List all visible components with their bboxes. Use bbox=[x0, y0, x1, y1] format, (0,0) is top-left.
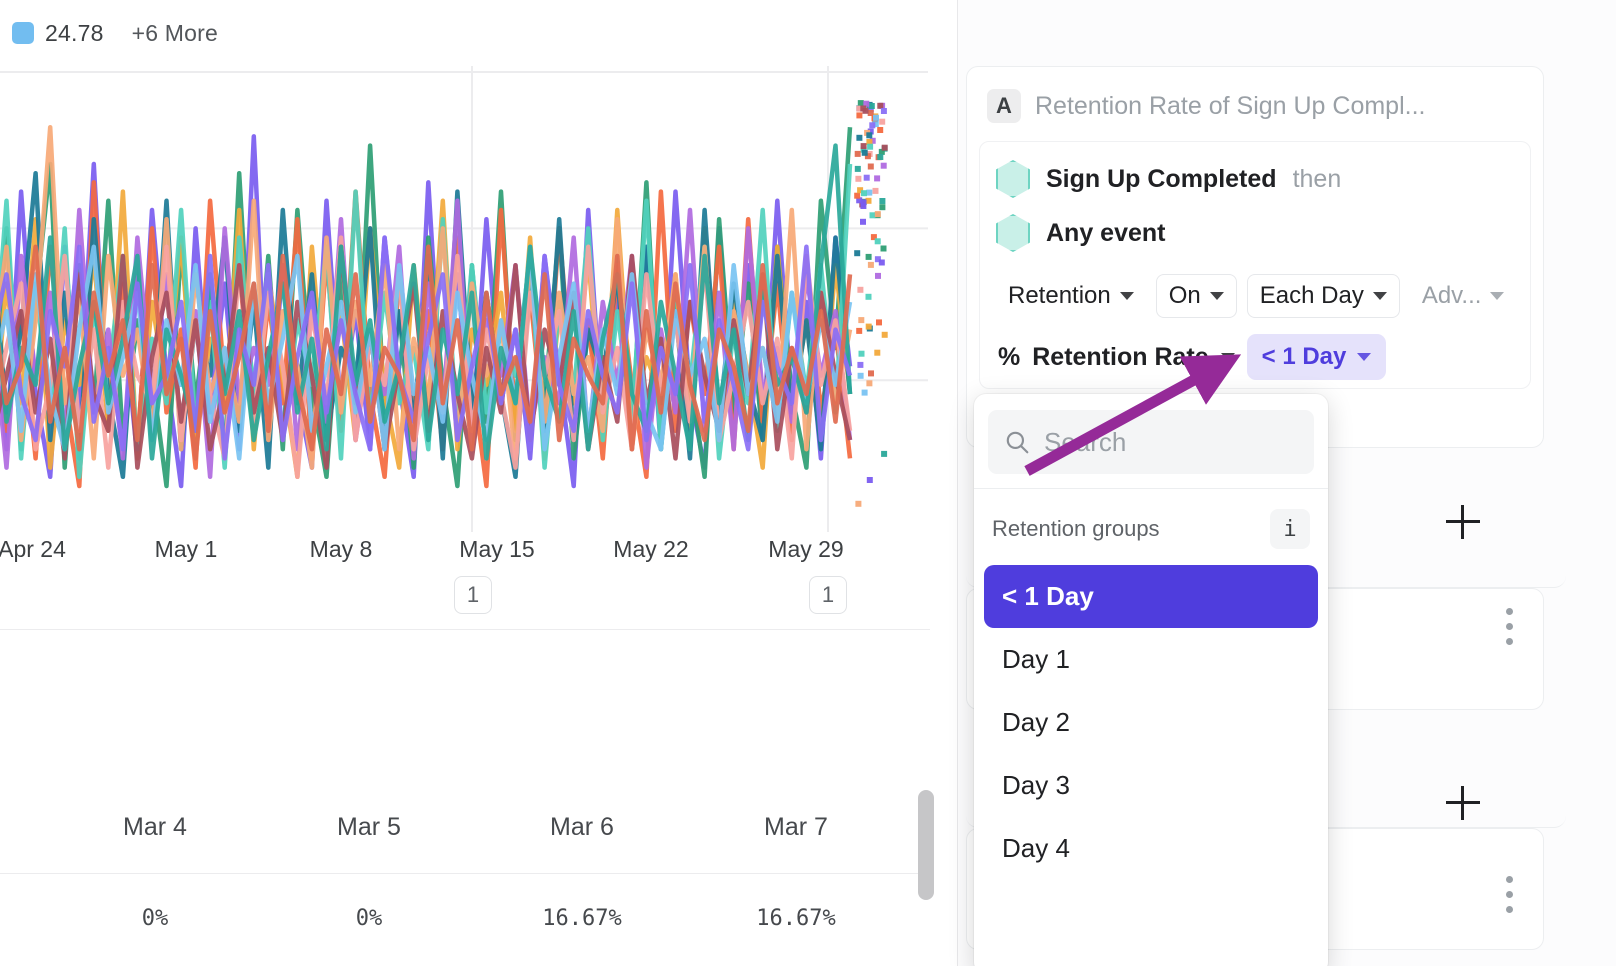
axis-annotation-badge[interactable]: 1 bbox=[454, 576, 492, 614]
table-cell: 0% bbox=[355, 906, 383, 931]
legend-item[interactable]: 24.78 bbox=[12, 20, 104, 47]
search-input[interactable] bbox=[1044, 426, 1298, 458]
table-header-divider bbox=[0, 873, 930, 874]
query-title-row[interactable]: A Retention Rate of Sign Up Compl... bbox=[967, 67, 1543, 141]
x-axis-tick: May 1 bbox=[154, 536, 218, 562]
legend-color-swatch bbox=[12, 22, 34, 44]
table-cell: 0% bbox=[141, 906, 169, 931]
metric-name-label: Retention Rate bbox=[1032, 342, 1209, 371]
dropdown-item-list: < 1 Day Day 1 Day 2 Day 3 Day 4 bbox=[974, 565, 1328, 880]
query-step-suffix: then bbox=[1292, 164, 1342, 193]
chart-svg bbox=[0, 66, 928, 532]
metric-selector[interactable]: Retention Rate bbox=[1032, 342, 1235, 372]
chevron-down-icon bbox=[1220, 353, 1235, 361]
retention-table: Mar 4 Mar 5 Mar 6 Mar 7 0% 0% 16.67% 16.67% bbox=[0, 780, 930, 966]
table-column-header: Mar 6 bbox=[550, 813, 614, 841]
query-step-label: Any event bbox=[1046, 218, 1166, 247]
chevron-down-icon bbox=[1209, 292, 1224, 300]
query-controls-row: Retention On Each Day Adv... bbox=[980, 260, 1530, 318]
dropdown-group-header: Retention groups i bbox=[974, 489, 1328, 565]
table-cell: 16.67% bbox=[756, 906, 836, 931]
retention-group-selector[interactable]: < 1 Day bbox=[1246, 334, 1387, 380]
x-axis-tick: May 15 bbox=[459, 536, 535, 562]
x-axis-tick: May 22 bbox=[613, 536, 689, 562]
hexagon-icon bbox=[996, 214, 1030, 252]
dropdown-item[interactable]: < 1 Day bbox=[984, 565, 1318, 628]
query-step-row[interactable]: Any event bbox=[980, 206, 1530, 260]
dropdown-item[interactable]: Day 2 bbox=[1002, 707, 1070, 737]
query-step-row[interactable]: Sign Up Completed then bbox=[980, 152, 1530, 206]
dropdown-item[interactable]: Day 1 bbox=[1002, 644, 1070, 674]
hexagon-icon bbox=[996, 160, 1030, 198]
control-on[interactable]: On bbox=[1155, 274, 1237, 318]
table-header-row: Mar 4 Mar 5 Mar 6 Mar 7 bbox=[0, 780, 930, 873]
scrollbar-thumb[interactable] bbox=[918, 790, 934, 900]
legend-value: 24.78 bbox=[45, 19, 104, 46]
card-menu-top[interactable] bbox=[1506, 608, 1513, 653]
search-icon bbox=[1006, 431, 1029, 454]
query-builder-pane: A Retention Rate of Sign Up Compl... Sig… bbox=[958, 0, 1616, 966]
table-cell: 16.67% bbox=[542, 906, 622, 931]
card-menu-bottom[interactable] bbox=[1506, 876, 1513, 921]
retention-group-dropdown: Retention groups i < 1 Day Day 1 Day 2 Day … bbox=[974, 394, 1328, 966]
query-title[interactable]: Retention Rate of Sign Up Compl... bbox=[1035, 91, 1426, 120]
control-on-label: On bbox=[1168, 282, 1201, 309]
query-letter-badge: A bbox=[987, 89, 1021, 123]
chevron-down-icon bbox=[1490, 292, 1505, 300]
query-steps: Sign Up Completed then Any event Retenti… bbox=[979, 141, 1531, 389]
chevron-down-icon bbox=[1372, 292, 1387, 300]
add-button-bottom[interactable] bbox=[1446, 786, 1480, 820]
dropdown-item[interactable]: Day 3 bbox=[1002, 770, 1070, 800]
info-icon[interactable]: i bbox=[1270, 509, 1310, 549]
pane-separator bbox=[957, 0, 958, 966]
table-row: 0% 0% 16.67% 16.67% bbox=[0, 873, 930, 966]
control-retention[interactable]: Retention bbox=[996, 275, 1146, 317]
metric-row: % Retention Rate < 1 Day bbox=[980, 318, 1530, 380]
percent-icon: % bbox=[998, 342, 1021, 371]
control-each-day[interactable]: Each Day bbox=[1246, 274, 1400, 318]
control-advanced[interactable]: Adv... bbox=[1410, 275, 1517, 317]
query-step-label: Sign Up Completed bbox=[1046, 164, 1277, 193]
x-axis-tick: May 29 bbox=[768, 536, 844, 562]
vertical-scrollbar[interactable] bbox=[918, 620, 934, 966]
chevron-down-icon bbox=[1357, 353, 1372, 361]
section-divider bbox=[0, 629, 930, 630]
dropdown-divider bbox=[974, 488, 1328, 489]
dropdown-search-wrap bbox=[974, 394, 1328, 488]
control-retention-label: Retention bbox=[1008, 282, 1111, 309]
control-advanced-label: Adv... bbox=[1421, 282, 1482, 309]
dropdown-item[interactable]: Day 4 bbox=[1002, 833, 1070, 863]
x-axis-tick: May 8 bbox=[309, 536, 373, 562]
search-box[interactable] bbox=[988, 410, 1314, 474]
table-column-header: Mar 5 bbox=[337, 813, 401, 841]
chart-legend: 24.78 +6 More bbox=[0, 0, 958, 66]
legend-more-button[interactable]: +6 More bbox=[131, 19, 218, 46]
chart-pane: 24.78 +6 More Apr 24 May 1 May 8 May 15 May … bbox=[0, 0, 958, 966]
add-button-top[interactable] bbox=[1446, 505, 1480, 539]
dropdown-group-label: Retention groups bbox=[992, 516, 1160, 541]
axis-annotation-badge[interactable]: 1 bbox=[809, 576, 847, 614]
chart-x-axis: Apr 24 May 1 May 8 May 15 May 22 May 29 bbox=[0, 532, 958, 578]
table-column-header: Mar 7 bbox=[764, 813, 828, 841]
retention-group-label: < 1 Day bbox=[1261, 343, 1347, 370]
line-chart-plot[interactable] bbox=[0, 66, 958, 532]
table-column-header: Mar 4 bbox=[123, 813, 187, 841]
query-card: A Retention Rate of Sign Up Compl... Sig… bbox=[966, 66, 1544, 448]
control-each-day-label: Each Day bbox=[1259, 282, 1364, 309]
chevron-down-icon bbox=[1119, 292, 1134, 300]
x-axis-tick: Apr 24 bbox=[0, 536, 66, 562]
